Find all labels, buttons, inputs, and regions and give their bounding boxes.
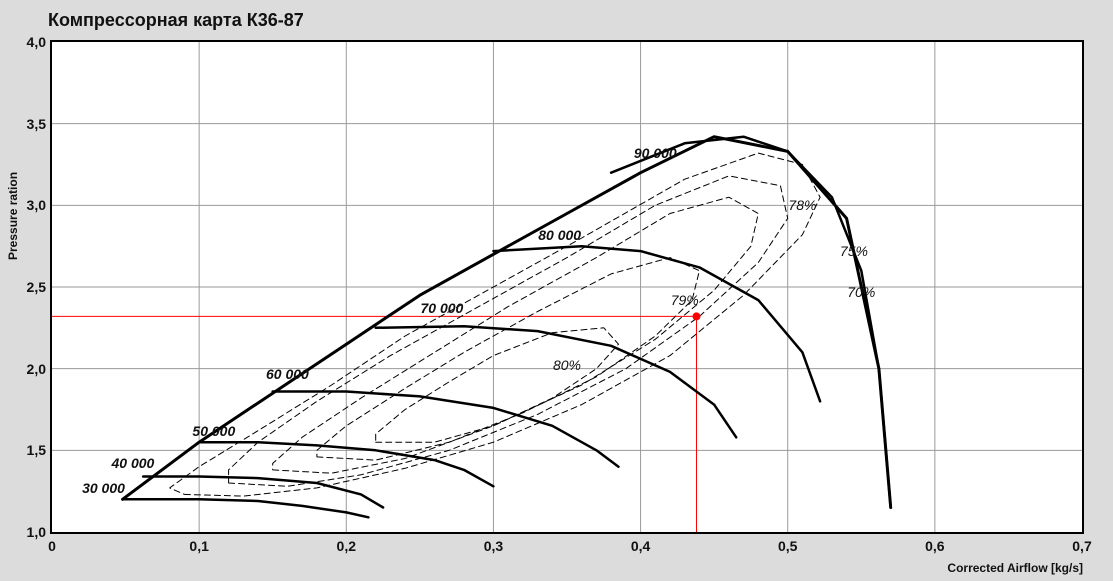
- x-tick: 0,5: [778, 538, 797, 554]
- y-tick: 2,5: [27, 279, 46, 295]
- speed-line-label: 50 000: [192, 423, 235, 439]
- y-tick: 2,0: [27, 361, 46, 377]
- y-tick: 4,0: [27, 34, 46, 50]
- x-tick: 0: [48, 538, 56, 554]
- efficiency-label: 75%: [840, 243, 868, 259]
- x-tick: 0,1: [189, 538, 208, 554]
- y-axis-label: Pressure ration: [6, 172, 20, 260]
- x-tick: 0,2: [337, 538, 356, 554]
- compressor-map-plot: 1,01,52,02,53,03,54,000,10,20,30,40,50,6…: [50, 40, 1084, 534]
- speed-line-label: 40 000: [112, 455, 155, 471]
- chart-title: Компрессорная карта К36-87: [48, 10, 304, 31]
- efficiency-label: 70%: [847, 284, 875, 300]
- speed-line-label: 70 000: [421, 300, 464, 316]
- x-tick: 0,6: [925, 538, 944, 554]
- y-tick: 1,5: [27, 442, 46, 458]
- efficiency-label: 80%: [553, 357, 581, 373]
- x-tick: 0,4: [631, 538, 650, 554]
- y-tick: 1,0: [27, 524, 46, 540]
- operating-point: [692, 312, 700, 320]
- chart-svg: [52, 42, 1082, 532]
- x-tick: 0,3: [484, 538, 503, 554]
- speed-line-label: 30 000: [82, 480, 125, 496]
- speed-line-label: 90 000: [634, 145, 677, 161]
- y-tick: 3,0: [27, 197, 46, 213]
- y-tick: 3,5: [27, 116, 46, 132]
- speed-line-label: 80 000: [538, 227, 581, 243]
- x-axis-label: Corrected Airflow [kg/s]: [947, 561, 1083, 575]
- x-tick: 0,7: [1072, 538, 1091, 554]
- speed-line-label: 60 000: [266, 366, 309, 382]
- efficiency-label: 78%: [788, 197, 816, 213]
- efficiency-label: 79%: [671, 292, 699, 308]
